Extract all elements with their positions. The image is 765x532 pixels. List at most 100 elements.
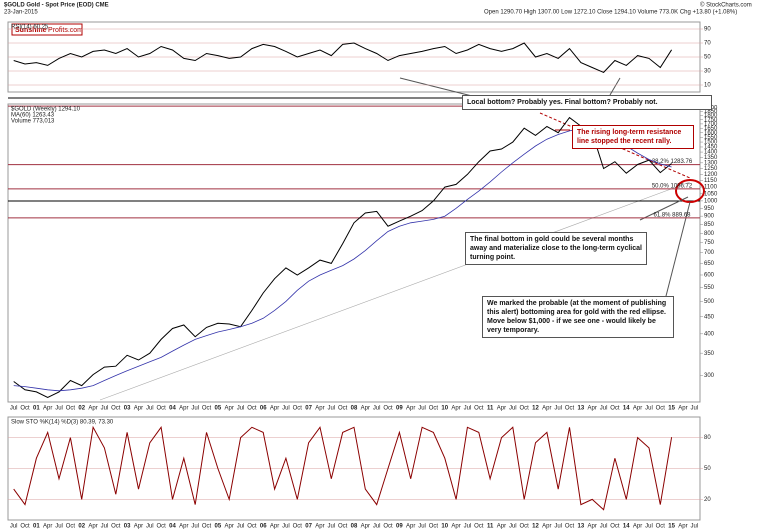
x-tick-label: 03	[124, 406, 131, 412]
x-tick-label: Jul	[101, 524, 109, 530]
x-tick-label: Apr	[315, 406, 324, 412]
y-tick-label: 1300	[704, 160, 718, 166]
x-tick-label: Jul	[509, 406, 517, 412]
x-tick-label: Oct	[156, 406, 166, 412]
y-tick-label: 1550	[704, 135, 718, 141]
x-tick-label: Oct	[202, 406, 212, 412]
x-tick-label: Jul	[554, 406, 562, 412]
x-tick-label: 11	[487, 524, 494, 530]
x-tick-label: Jul	[10, 524, 18, 530]
y-tick-label: 650	[704, 261, 715, 267]
x-tick-label: Oct	[338, 524, 348, 530]
x-tick-label: Oct	[247, 524, 257, 530]
x-tick-label: Jul	[464, 524, 472, 530]
y-tick-label: 1800	[704, 113, 718, 119]
x-tick-label: Oct	[247, 406, 257, 412]
x-tick-label: Apr	[678, 524, 687, 530]
x-tick-label: Apr	[43, 524, 52, 530]
x-tick-label: Oct	[202, 524, 212, 530]
x-tick-label: Apr	[179, 524, 188, 530]
x-tick-label: Jul	[282, 406, 290, 412]
x-tick-label: 08	[351, 406, 358, 412]
x-tick-label: 07	[305, 406, 312, 412]
x-tick-label: 03	[124, 524, 131, 530]
x-tick-label: Oct	[565, 406, 575, 412]
x-tick-label: Oct	[383, 524, 393, 530]
x-tick-label: Apr	[225, 406, 234, 412]
x-tick-label: Oct	[565, 524, 575, 530]
x-tick-label: Oct	[156, 524, 166, 530]
x-tick-label: Oct	[338, 406, 348, 412]
annotation: The final bottom in gold could be severa…	[465, 232, 647, 265]
x-tick-label: Jul	[146, 524, 154, 530]
x-tick-label: Jul	[690, 524, 698, 530]
x-tick-label: Oct	[20, 524, 30, 530]
x-tick-label: 09	[396, 524, 403, 530]
y-tick-label: 500	[704, 299, 715, 305]
x-tick-label: Oct	[111, 524, 121, 530]
x-tick-label: Oct	[429, 406, 439, 412]
x-tick-label: 06	[260, 406, 267, 412]
arrow	[639, 196, 689, 221]
level-label: 50.0% 1086.72	[652, 183, 693, 189]
y-tick-label: 1050	[704, 191, 718, 197]
x-tick-label: 04	[169, 524, 176, 530]
x-tick-label: Jul	[237, 406, 245, 412]
x-tick-label: Jul	[464, 406, 472, 412]
x-tick-label: Jul	[645, 406, 653, 412]
x-tick-label: Jul	[191, 524, 199, 530]
y-tick-label: 850	[704, 222, 715, 228]
x-tick-label: Oct	[610, 524, 620, 530]
x-tick-label: 15	[668, 524, 675, 530]
x-tick-label: Jul	[373, 406, 381, 412]
logo: Profits.com	[48, 27, 83, 34]
x-tick-label: Apr	[542, 524, 551, 530]
x-tick-label: Oct	[610, 406, 620, 412]
indicator-line	[13, 425, 673, 511]
x-tick-label: Apr	[88, 524, 97, 530]
y-tick-label: 30	[704, 69, 711, 75]
y-tick-label: 1150	[704, 178, 718, 184]
x-tick-label: Oct	[66, 524, 76, 530]
y-tick-label: 1200	[704, 172, 718, 178]
y-tick-label: 1750	[704, 117, 718, 123]
x-tick-label: Oct	[656, 524, 666, 530]
y-tick-label: 1250	[704, 166, 718, 172]
panel-title: Slow STO %K(14) %D(3) 80.39, 73.30	[11, 420, 114, 426]
y-tick-label: 950	[704, 206, 715, 212]
x-tick-label: Jul	[55, 406, 63, 412]
legend-entry: $GOLD (Weekly) 1294.10	[11, 107, 81, 113]
y-tick-label: 1700	[704, 121, 718, 127]
y-tick-label: 1400	[704, 150, 718, 156]
y-tick-label: 50	[704, 466, 711, 472]
x-tick-label: 06	[260, 524, 267, 530]
x-tick-label: 01	[33, 406, 40, 412]
y-tick-label: 1350	[704, 155, 718, 161]
annotation: We marked the probable (at the moment of…	[482, 296, 674, 338]
y-tick-label: 1650	[704, 126, 718, 132]
x-tick-label: 10	[441, 406, 448, 412]
price-line	[13, 116, 672, 398]
x-tick-label: Jul	[418, 406, 426, 412]
x-tick-label: Oct	[293, 406, 303, 412]
x-tick-label: Oct	[383, 406, 393, 412]
x-tick-label: Jul	[418, 524, 426, 530]
y-tick-label: 600	[704, 273, 715, 279]
source: © StockCharts.com	[700, 2, 752, 9]
x-tick-label: Jul	[191, 406, 199, 412]
x-tick-label: Oct	[474, 524, 484, 530]
quote: Open 1290.70 High 1307.00 Low 1272.10 Cl…	[484, 10, 737, 16]
x-tick-label: Apr	[497, 406, 506, 412]
x-tick-label: 01	[33, 524, 40, 530]
x-tick-label: 13	[578, 524, 585, 530]
y-tick-label: 1100	[704, 185, 718, 191]
y-tick-label: 70	[704, 41, 711, 47]
x-tick-label: Apr	[633, 406, 642, 412]
x-tick-label: Oct	[519, 524, 529, 530]
y-tick-label: 700	[704, 250, 715, 256]
annotation: Local bottom? Probably yes. Final bottom…	[462, 95, 712, 110]
x-tick-label: 10	[441, 524, 448, 530]
symbol: $GOLD Gold - Spot Price (EOD) CME	[4, 3, 109, 9]
x-tick-label: Jul	[101, 406, 109, 412]
